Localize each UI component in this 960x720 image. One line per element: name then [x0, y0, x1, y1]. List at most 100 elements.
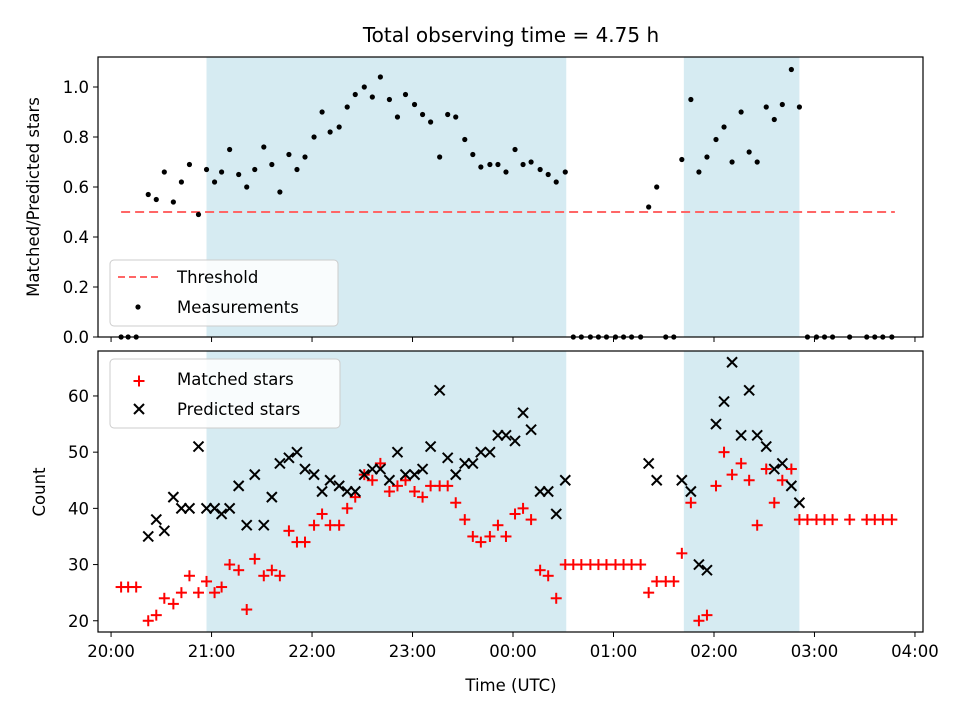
top-observing-band-1 [683, 57, 800, 337]
matched-star-marker [467, 530, 479, 542]
predicted-star-marker [358, 468, 370, 481]
predicted-star-marker [333, 480, 345, 492]
predicted-star-marker [258, 519, 270, 531]
measurement-point [195, 211, 202, 218]
predicted-star-marker [399, 468, 412, 481]
matched-star-marker [785, 463, 797, 475]
predicted-star-marker [408, 468, 421, 481]
measurement-point [754, 159, 760, 165]
bottom-y-tick-label: 20 [68, 612, 89, 631]
measurement-point [462, 136, 468, 143]
predicted-star-marker [274, 457, 286, 470]
matched-star-marker [209, 587, 221, 599]
predicted-star-marker [308, 468, 320, 481]
predicted-star-marker [676, 474, 688, 486]
measurement-point [344, 104, 350, 110]
predicted-star-marker [241, 519, 253, 531]
x-axis-label: Time (UTC) [464, 676, 556, 695]
matched-star-marker [751, 519, 763, 531]
matched-star-marker [676, 547, 688, 559]
predicted-star-marker [785, 480, 798, 492]
matched-star-marker [760, 463, 772, 475]
measurement-point [218, 169, 225, 175]
matched-star-marker [224, 559, 236, 571]
predicted-star-marker [324, 474, 336, 486]
measurement-point [487, 161, 493, 168]
bottom-legend: Matched stars Predicted stars [109, 358, 341, 429]
measurement-point [704, 154, 710, 160]
predicted-star-marker [391, 446, 404, 458]
matched-star-marker [534, 564, 546, 576]
measurement-point [419, 111, 426, 118]
measurement-point [302, 154, 308, 160]
measurement-point [503, 169, 509, 175]
legend-measurement-label: Measurements [177, 298, 299, 317]
predicted-star-marker [441, 452, 454, 464]
matched-star-marker [525, 514, 537, 526]
predicted-star-marker [693, 558, 705, 571]
matched-star-marker [249, 553, 261, 565]
measurement-point [453, 114, 459, 120]
measurement-point [319, 109, 325, 115]
measurement-point [377, 74, 383, 80]
measurement-point [796, 104, 803, 110]
measurement-point [746, 149, 752, 155]
matched-star-marker [201, 575, 213, 587]
predicted-star-marker [517, 407, 529, 419]
matched-star-marker [768, 497, 780, 509]
matched-star-marker [192, 587, 204, 599]
legend-threshold-label: Threshold [176, 268, 258, 287]
matched-star-marker [643, 587, 655, 599]
x-tick-label: 22:00 [288, 642, 336, 661]
measurement-point [721, 124, 727, 130]
measurement-point [713, 136, 719, 143]
matched-star-marker [167, 598, 179, 610]
measurement-point [470, 151, 476, 158]
measurement-point [236, 171, 242, 178]
top-axes-frame [97, 56, 924, 338]
matched-star-marker [258, 570, 270, 582]
predicted-star-marker [701, 564, 713, 576]
x-tick-label: 03:00 [791, 642, 839, 661]
measurement-point [495, 161, 501, 168]
bottom-y-axis-label: Count [30, 467, 49, 517]
legend-matched-label: Matched stars [177, 370, 294, 389]
matched-star-marker [183, 570, 195, 582]
measurement-point [386, 96, 393, 103]
predicted-star-marker [433, 384, 446, 397]
matched-star-marker [550, 592, 562, 604]
measurement-point [327, 129, 333, 135]
predicted-star-marker [475, 446, 487, 458]
measurement-point [369, 94, 375, 100]
bottom-axes-frame [97, 350, 924, 633]
predicted-star-marker [249, 468, 261, 481]
x-tick-label: 21:00 [188, 642, 236, 661]
matched-star-marker [299, 536, 311, 548]
predicted-star-marker [500, 429, 512, 442]
measurement-point [679, 156, 685, 163]
matched-star-marker [241, 604, 253, 616]
bottom-panel: 20 30 40 50 60 20:00 21:00 22:00 23:00 00:00 01:0… [30, 350, 939, 695]
matched-star-marker [484, 530, 496, 542]
matched-star-marker [735, 457, 747, 469]
bottom-y-ticks: 20 30 40 50 60 [68, 387, 98, 631]
matched-star-marker [308, 519, 320, 531]
measurement-point [512, 146, 518, 153]
legend-measurement-swatch [135, 304, 141, 310]
measurement-point [294, 166, 300, 173]
predicted-star-marker [299, 463, 311, 475]
predicted-star-marker [266, 491, 278, 503]
measurement-point [478, 164, 484, 170]
matched-star-marker [542, 570, 554, 582]
matched-star-marker [886, 514, 898, 526]
matched-star-marker [635, 559, 647, 571]
measurement-point [520, 161, 526, 168]
measurement-point [738, 109, 744, 115]
top-legend-box [109, 259, 339, 327]
measurement-point [227, 146, 233, 153]
matched-star-marker [450, 497, 462, 509]
predicted-star-marker [525, 423, 537, 436]
matched-star-marker [726, 469, 738, 481]
predicted-star-marker [768, 463, 780, 475]
